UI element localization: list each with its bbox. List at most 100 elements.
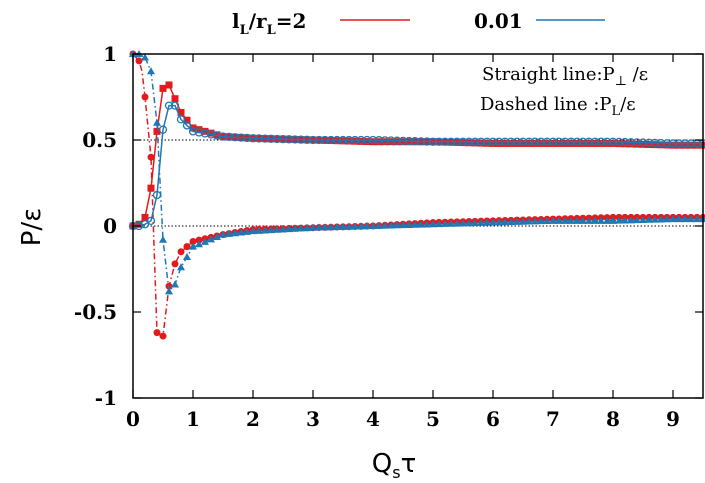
- data-point: [189, 242, 197, 250]
- data-point: [657, 141, 665, 149]
- data-point: [507, 139, 515, 147]
- x-tick-label: 9: [666, 407, 680, 431]
- data-point: [345, 137, 353, 145]
- data-point: [183, 243, 191, 251]
- data-point: [357, 137, 365, 145]
- data-point: [651, 141, 659, 149]
- data-point: [369, 222, 377, 229]
- data-point: [674, 139, 684, 148]
- data-point: [357, 222, 365, 230]
- data-point: [633, 216, 641, 224]
- data-point: [590, 137, 600, 146]
- data-point: [543, 139, 551, 147]
- data-point: [543, 217, 551, 225]
- data-point: [584, 137, 594, 146]
- data-point: [548, 137, 558, 146]
- data-point: [188, 127, 198, 136]
- data-point: [374, 136, 384, 145]
- data-point: [410, 137, 420, 146]
- data-point: [500, 137, 510, 146]
- data-point: [302, 135, 312, 144]
- data-point: [453, 219, 461, 227]
- data-point: [236, 133, 246, 142]
- x-tick-label: 0: [126, 407, 140, 431]
- data-point: [447, 219, 455, 227]
- data-point: [536, 137, 546, 146]
- data-point: [284, 135, 294, 144]
- data-point: [512, 137, 522, 146]
- data-point: [530, 137, 540, 146]
- data-point: [308, 135, 318, 145]
- data-point: [561, 216, 569, 224]
- data-point: [645, 215, 653, 223]
- data-point: [387, 138, 395, 146]
- data-point: [482, 137, 492, 146]
- data-point: [338, 135, 348, 145]
- data-point: [303, 224, 311, 232]
- legend-entry-1: lL/rL=2: [232, 9, 306, 38]
- data-point: [507, 218, 515, 226]
- series-line: [132, 53, 703, 338]
- data-point: [141, 213, 149, 221]
- data-point: [489, 139, 497, 147]
- data-point: [165, 287, 173, 295]
- data-point: [638, 138, 648, 147]
- data-point: [603, 139, 611, 147]
- y-tick-label: 0.5: [82, 128, 117, 152]
- data-point: [566, 137, 576, 146]
- data-point: [675, 215, 683, 223]
- data-point: [555, 216, 563, 224]
- data-point: [225, 229, 233, 237]
- data-point: [417, 220, 425, 228]
- data-point: [404, 136, 414, 146]
- x-tick-label: 3: [306, 407, 320, 431]
- data-point: [621, 216, 629, 224]
- data-point: [177, 263, 185, 271]
- x-tick-label: 6: [486, 407, 500, 431]
- x-axis-label: Qsτ: [372, 449, 416, 482]
- x-tick-label: 8: [606, 407, 620, 431]
- data-point: [141, 93, 149, 101]
- data-point: [687, 141, 695, 149]
- data-point: [693, 215, 701, 223]
- data-point: [351, 222, 359, 230]
- data-point: [272, 134, 282, 144]
- data-point: [464, 137, 474, 146]
- data-point: [470, 137, 480, 146]
- data-point: [200, 129, 210, 138]
- data-point: [381, 221, 389, 229]
- data-point: [681, 141, 689, 149]
- data-point: [321, 223, 329, 231]
- data-point: [483, 218, 491, 226]
- data-point: [651, 215, 659, 223]
- data-point: [285, 225, 293, 233]
- data-point: [177, 108, 185, 116]
- data-point: [542, 137, 552, 146]
- data-point: [171, 95, 179, 103]
- data-point: [435, 220, 443, 228]
- data-point: [309, 223, 317, 231]
- data-point: [560, 137, 570, 146]
- data-point: [681, 215, 689, 223]
- data-point: [255, 226, 263, 234]
- data-point: [627, 140, 635, 148]
- data-point: [459, 139, 467, 147]
- data-point: [207, 235, 215, 243]
- plot-series: [128, 50, 705, 340]
- x-ticks: 0 1 2 3 4 5 6 7 8 9: [126, 54, 680, 431]
- data-point: [615, 140, 623, 148]
- y-tick-label: -1: [95, 386, 117, 410]
- data-point: [531, 217, 539, 225]
- data-point: [471, 219, 479, 227]
- data-point: [573, 139, 581, 147]
- data-point: [135, 220, 143, 228]
- series-line: [133, 53, 703, 294]
- data-point: [266, 134, 276, 143]
- data-point: [177, 248, 185, 256]
- y-tick-label: 1: [103, 42, 117, 66]
- data-point: [495, 218, 503, 226]
- data-point: [147, 67, 155, 75]
- data-point: [465, 139, 473, 147]
- data-point: [411, 220, 419, 228]
- data-point: [645, 140, 653, 148]
